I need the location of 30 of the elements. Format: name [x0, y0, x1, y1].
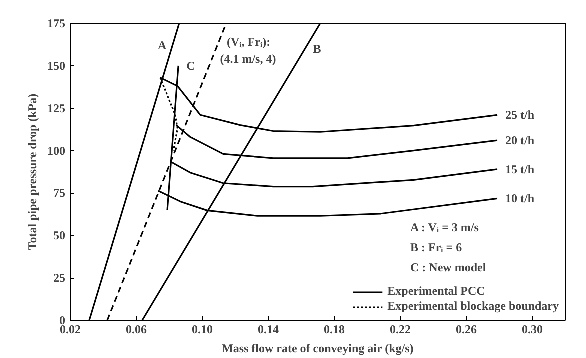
annotation: A — [158, 38, 167, 53]
x-tick-label: 0.22 — [390, 322, 411, 336]
legend-label: Experimental PCC — [388, 284, 486, 299]
y-tick-label: 25 — [54, 271, 66, 286]
y-tick-label: 150 — [48, 58, 66, 73]
x-tick-label: 0.18 — [324, 322, 345, 336]
x-tick-label: 0.30 — [522, 322, 543, 336]
annotation: 10 t/h — [506, 192, 535, 206]
x-tick-label: 0.26 — [456, 322, 477, 336]
x-tick-label: 0.10 — [192, 322, 213, 336]
annotation: (4.1 m/s, 4) — [220, 52, 276, 66]
y-tick-label: 50 — [54, 228, 66, 243]
y-tick-label: 100 — [48, 144, 66, 158]
annotation: (Vᵢ, Frᵢ): — [227, 35, 271, 50]
legend-label: Experimental blockage boundary — [388, 299, 559, 314]
annotation: A : Vᵢ = 3 m/s — [410, 220, 480, 234]
annotation: C : New model — [410, 260, 487, 274]
annotation: C — [186, 58, 196, 73]
annotation: 20 t/h — [506, 134, 535, 148]
x-axis-title: Mass flow rate of conveying air (kg/s) — [222, 342, 414, 356]
x-tick-label: 0.14 — [258, 322, 279, 336]
y-tick-label: 175 — [48, 16, 66, 30]
annotation: B : Frᵢ = 6 — [410, 240, 462, 254]
annotation: 15 t/h — [506, 162, 535, 176]
x-tick-label: 0.06 — [126, 322, 147, 336]
annotation: 25 t/h — [506, 108, 535, 122]
y-axis-title: Total pipe pressure drop (kPa) — [26, 94, 40, 250]
y-tick-label: 125 — [48, 101, 66, 116]
annotation: B — [313, 42, 322, 56]
y-tick-label: 75 — [54, 186, 66, 200]
